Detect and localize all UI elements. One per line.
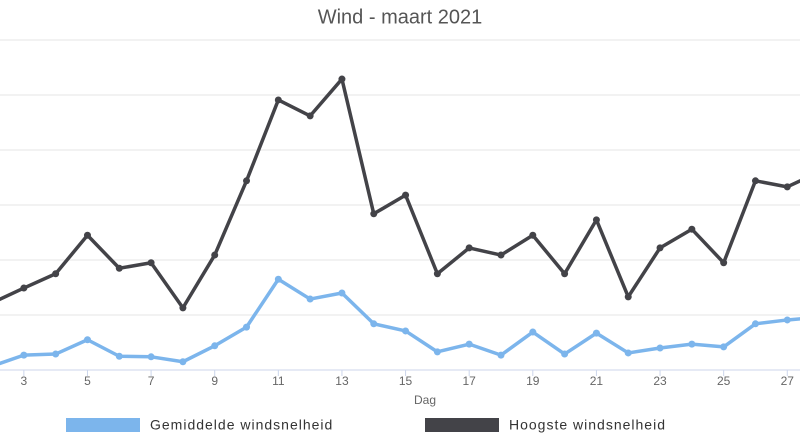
data-point (624, 293, 632, 301)
data-point (592, 216, 600, 224)
series-line (0, 77, 800, 310)
x-tick-label: 3 (21, 374, 28, 388)
x-tick-label: 11 (272, 374, 285, 388)
data-point (720, 343, 728, 351)
x-tick-label: 17 (463, 374, 477, 388)
legend-swatch (425, 418, 499, 432)
data-point (624, 349, 632, 357)
legend-label: Gemiddelde windsnelheid (150, 417, 333, 433)
data-point (115, 264, 123, 272)
data-point (751, 177, 759, 185)
data-point (211, 342, 219, 350)
x-tick-label: 15 (399, 374, 413, 388)
data-point (465, 340, 473, 348)
grid: 3 5 7 9 11 13 15 17 19 21 23 25 27 (0, 39, 800, 388)
x-tick-label: 7 (148, 374, 155, 388)
data-point (52, 350, 60, 358)
data-point (402, 191, 410, 199)
x-tick-label: 21 (590, 374, 604, 388)
data-point (497, 251, 505, 259)
data-point (147, 259, 155, 267)
data-point (243, 323, 251, 331)
data-point (274, 96, 282, 104)
data-point (83, 336, 91, 344)
data-point (115, 352, 123, 360)
data-point (274, 275, 282, 283)
data-point (561, 350, 569, 358)
data-point (179, 358, 187, 366)
data-point (783, 316, 791, 324)
data-point (20, 284, 28, 292)
data-point (370, 210, 378, 218)
data-point (52, 270, 60, 278)
data-point (561, 270, 569, 278)
x-tick-label: 25 (717, 374, 731, 388)
data-point (720, 259, 728, 267)
data-point (211, 251, 219, 259)
x-tick-label: 9 (211, 374, 218, 388)
data-point (147, 353, 155, 361)
x-tick-label: 27 (781, 374, 795, 388)
data-point (465, 244, 473, 252)
data-point (433, 348, 441, 356)
data-point (497, 351, 505, 359)
data-point (656, 244, 664, 252)
data-point (529, 231, 537, 239)
data-point (20, 351, 28, 359)
data-point (529, 328, 537, 336)
data-point (688, 340, 696, 348)
legend-swatch (66, 418, 140, 432)
data-point (688, 225, 696, 233)
data-point (338, 289, 346, 297)
data-point (656, 344, 664, 352)
data-point (433, 270, 441, 278)
data-point (370, 320, 378, 328)
data-point (179, 304, 187, 312)
data-point (306, 112, 314, 120)
data-point (783, 183, 791, 191)
data-point (338, 75, 346, 83)
x-tick-label: 19 (526, 374, 540, 388)
data-point (306, 295, 314, 303)
data-point (83, 231, 91, 239)
legend: Gemiddelde windsnelheid Hoogste windsnelh… (66, 417, 666, 433)
chart-title: Wind - maart 2021 (318, 6, 483, 28)
x-tick-label: 5 (84, 374, 91, 388)
data-point (751, 320, 759, 328)
x-tick-label: 13 (335, 374, 349, 388)
legend-label: Hoogste windsnelheid (509, 417, 666, 433)
x-tick-label: 23 (653, 374, 667, 388)
x-axis-label: Dag (414, 393, 436, 407)
data-point (402, 327, 410, 335)
plot-area (0, 75, 800, 366)
data-point (592, 329, 600, 337)
data-point (243, 177, 251, 185)
